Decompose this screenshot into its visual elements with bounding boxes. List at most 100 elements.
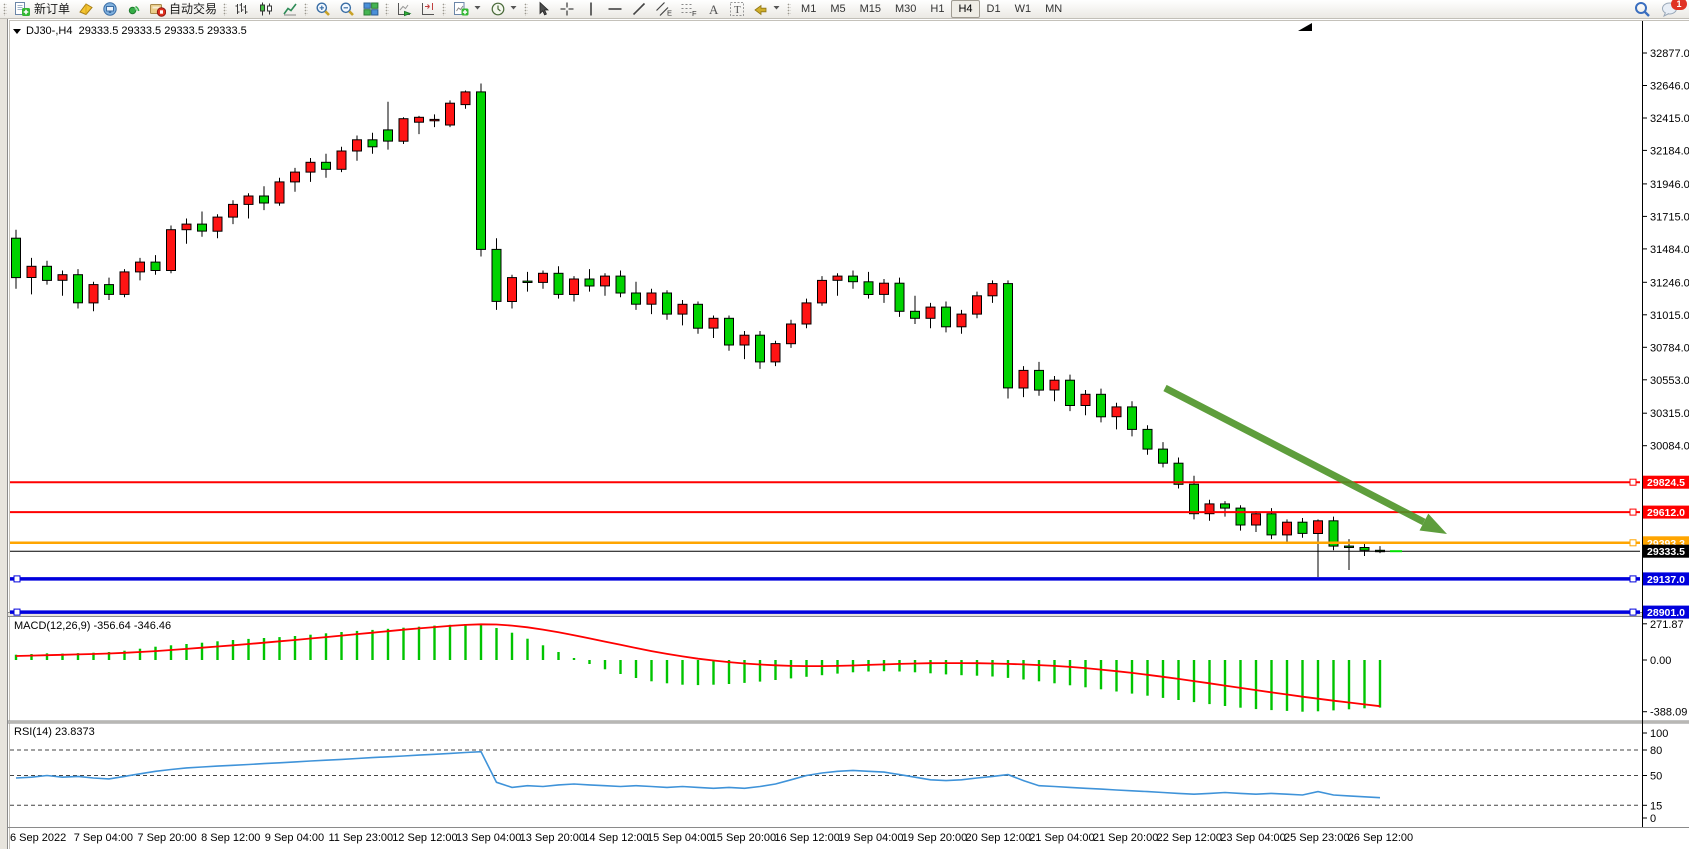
clock-icon bbox=[490, 1, 506, 17]
tile-windows-button[interactable] bbox=[359, 0, 383, 18]
timeframe-m1-button[interactable]: M1 bbox=[801, 3, 817, 15]
zoom-in-icon bbox=[315, 1, 331, 17]
text-label-button[interactable]: T bbox=[725, 0, 749, 18]
chat-button[interactable]: 1 bbox=[1661, 0, 1687, 17]
chart-shift-button[interactable] bbox=[416, 0, 440, 18]
autotrading-button[interactable]: 自动交易 bbox=[146, 0, 221, 18]
text-label-icon: T bbox=[729, 1, 745, 17]
timeframe-w1-button[interactable]: W1 bbox=[1014, 3, 1032, 15]
candle bbox=[212, 216, 223, 232]
collapse-chart-caret[interactable] bbox=[13, 29, 21, 34]
horizontal-line-button[interactable] bbox=[603, 0, 627, 18]
time-axis[interactable]: 6 Sep 2022 7 Sep 04:00 7 Sep 20:00 8 Sep 12… bbox=[10, 832, 1413, 844]
vertical-line-button[interactable] bbox=[579, 0, 603, 18]
cursor-button[interactable] bbox=[531, 0, 555, 18]
chart-shift-marker[interactable] bbox=[1298, 23, 1312, 31]
channel-icon: E bbox=[655, 1, 672, 17]
svg-text:13 Sep 20:00: 13 Sep 20:00 bbox=[520, 832, 585, 844]
price-tag bbox=[1643, 605, 1689, 619]
auto-scroll-button[interactable] bbox=[392, 0, 416, 18]
svg-text:30553.0: 30553.0 bbox=[1650, 375, 1689, 387]
signals-button[interactable] bbox=[122, 0, 146, 18]
candle bbox=[1235, 507, 1246, 526]
fibonacci-button[interactable]: F bbox=[676, 0, 701, 18]
candle bbox=[1297, 521, 1308, 534]
crosshair-button[interactable] bbox=[555, 0, 579, 18]
text-button[interactable]: A bbox=[701, 0, 725, 18]
candle bbox=[228, 203, 238, 218]
svg-text:26 Sep 12:00: 26 Sep 12:00 bbox=[1348, 832, 1413, 844]
candle bbox=[57, 274, 68, 281]
new-order-button[interactable]: 新订单 bbox=[10, 0, 74, 18]
dropdown-caret-icon[interactable] bbox=[473, 0, 482, 20]
candle bbox=[600, 275, 610, 287]
svg-text:16 Sep 12:00: 16 Sep 12:00 bbox=[774, 832, 839, 844]
new-chart-button[interactable] bbox=[449, 0, 486, 18]
svg-text:19 Sep 20:00: 19 Sep 20:00 bbox=[902, 832, 967, 844]
svg-text:12 Sep 12:00: 12 Sep 12:00 bbox=[392, 832, 457, 844]
timeframe-m30-button[interactable]: M30 bbox=[895, 3, 917, 15]
chart-title: DJ30-,H4 29333.5 29333.5 29333.5 29333.5 bbox=[26, 25, 247, 37]
candlestick-chart-button[interactable] bbox=[254, 0, 278, 18]
candle bbox=[553, 272, 564, 295]
svg-text:6 Sep 2022: 6 Sep 2022 bbox=[10, 832, 66, 844]
metaeditor-icon bbox=[78, 1, 94, 17]
candle bbox=[817, 279, 827, 304]
candle bbox=[569, 278, 579, 295]
candle bbox=[1189, 483, 1199, 515]
line-chart-button[interactable] bbox=[278, 0, 302, 18]
candle bbox=[1049, 379, 1060, 391]
candle bbox=[1359, 547, 1370, 551]
candle bbox=[476, 91, 486, 250]
trendline-button[interactable] bbox=[627, 0, 651, 18]
search-button[interactable] bbox=[1633, 1, 1651, 18]
timeframe-m15-button[interactable]: M15 bbox=[859, 3, 881, 15]
candle bbox=[398, 118, 409, 142]
horizontal-line-icon bbox=[607, 1, 623, 17]
candle bbox=[352, 139, 362, 152]
timeframe-mn-button[interactable]: MN bbox=[1045, 3, 1063, 15]
price-axis[interactable]: 32877.0 32646.0 32415.0 32184.0 31946.0 31715… bbox=[1642, 21, 1689, 827]
profiles-button[interactable] bbox=[486, 0, 522, 18]
bar-chart-icon bbox=[234, 1, 250, 17]
candle bbox=[259, 195, 269, 204]
svg-text:15 Sep 20:00: 15 Sep 20:00 bbox=[711, 832, 776, 844]
candle bbox=[166, 229, 176, 271]
macd-histogram bbox=[14, 623, 1382, 712]
candle bbox=[150, 261, 161, 272]
dropdown-caret-icon[interactable] bbox=[509, 0, 518, 20]
toolbar-grip bbox=[304, 2, 309, 16]
candle bbox=[987, 283, 998, 297]
candle bbox=[1096, 393, 1106, 418]
candle bbox=[1018, 369, 1029, 389]
timeframe-h4-button[interactable]: H4 bbox=[951, 0, 980, 18]
arrows-button[interactable] bbox=[749, 0, 785, 18]
bar-chart-button[interactable] bbox=[230, 0, 254, 18]
candle bbox=[336, 150, 347, 170]
svg-text:11 Sep 23:00: 11 Sep 23:00 bbox=[329, 832, 394, 844]
candle bbox=[1251, 513, 1261, 526]
candle bbox=[1313, 520, 1323, 534]
candle bbox=[584, 278, 595, 287]
equidistant-channel-button[interactable]: E bbox=[651, 0, 676, 18]
rsi-level-lines bbox=[10, 749, 1640, 806]
timeframe-d1-button[interactable]: D1 bbox=[986, 3, 1001, 15]
zoom-in-button[interactable] bbox=[311, 0, 335, 18]
zoom-out-button[interactable] bbox=[335, 0, 359, 18]
current-price-tag bbox=[1643, 544, 1689, 558]
dropdown-caret-icon[interactable] bbox=[772, 0, 781, 20]
candle bbox=[274, 181, 285, 204]
market-button[interactable] bbox=[98, 0, 122, 18]
candle bbox=[507, 277, 517, 303]
trend-arrow[interactable] bbox=[1163, 384, 1447, 534]
svg-text:14 Sep 12:00: 14 Sep 12:00 bbox=[583, 832, 648, 844]
candle bbox=[941, 306, 951, 328]
price-tag bbox=[1643, 475, 1689, 489]
svg-text:31946.0: 31946.0 bbox=[1650, 179, 1689, 191]
metaeditor-button[interactable] bbox=[74, 0, 98, 18]
candle bbox=[786, 323, 796, 345]
timeframe-h1-button[interactable]: H1 bbox=[930, 3, 945, 15]
timeframe-m5-button[interactable]: M5 bbox=[830, 3, 846, 15]
